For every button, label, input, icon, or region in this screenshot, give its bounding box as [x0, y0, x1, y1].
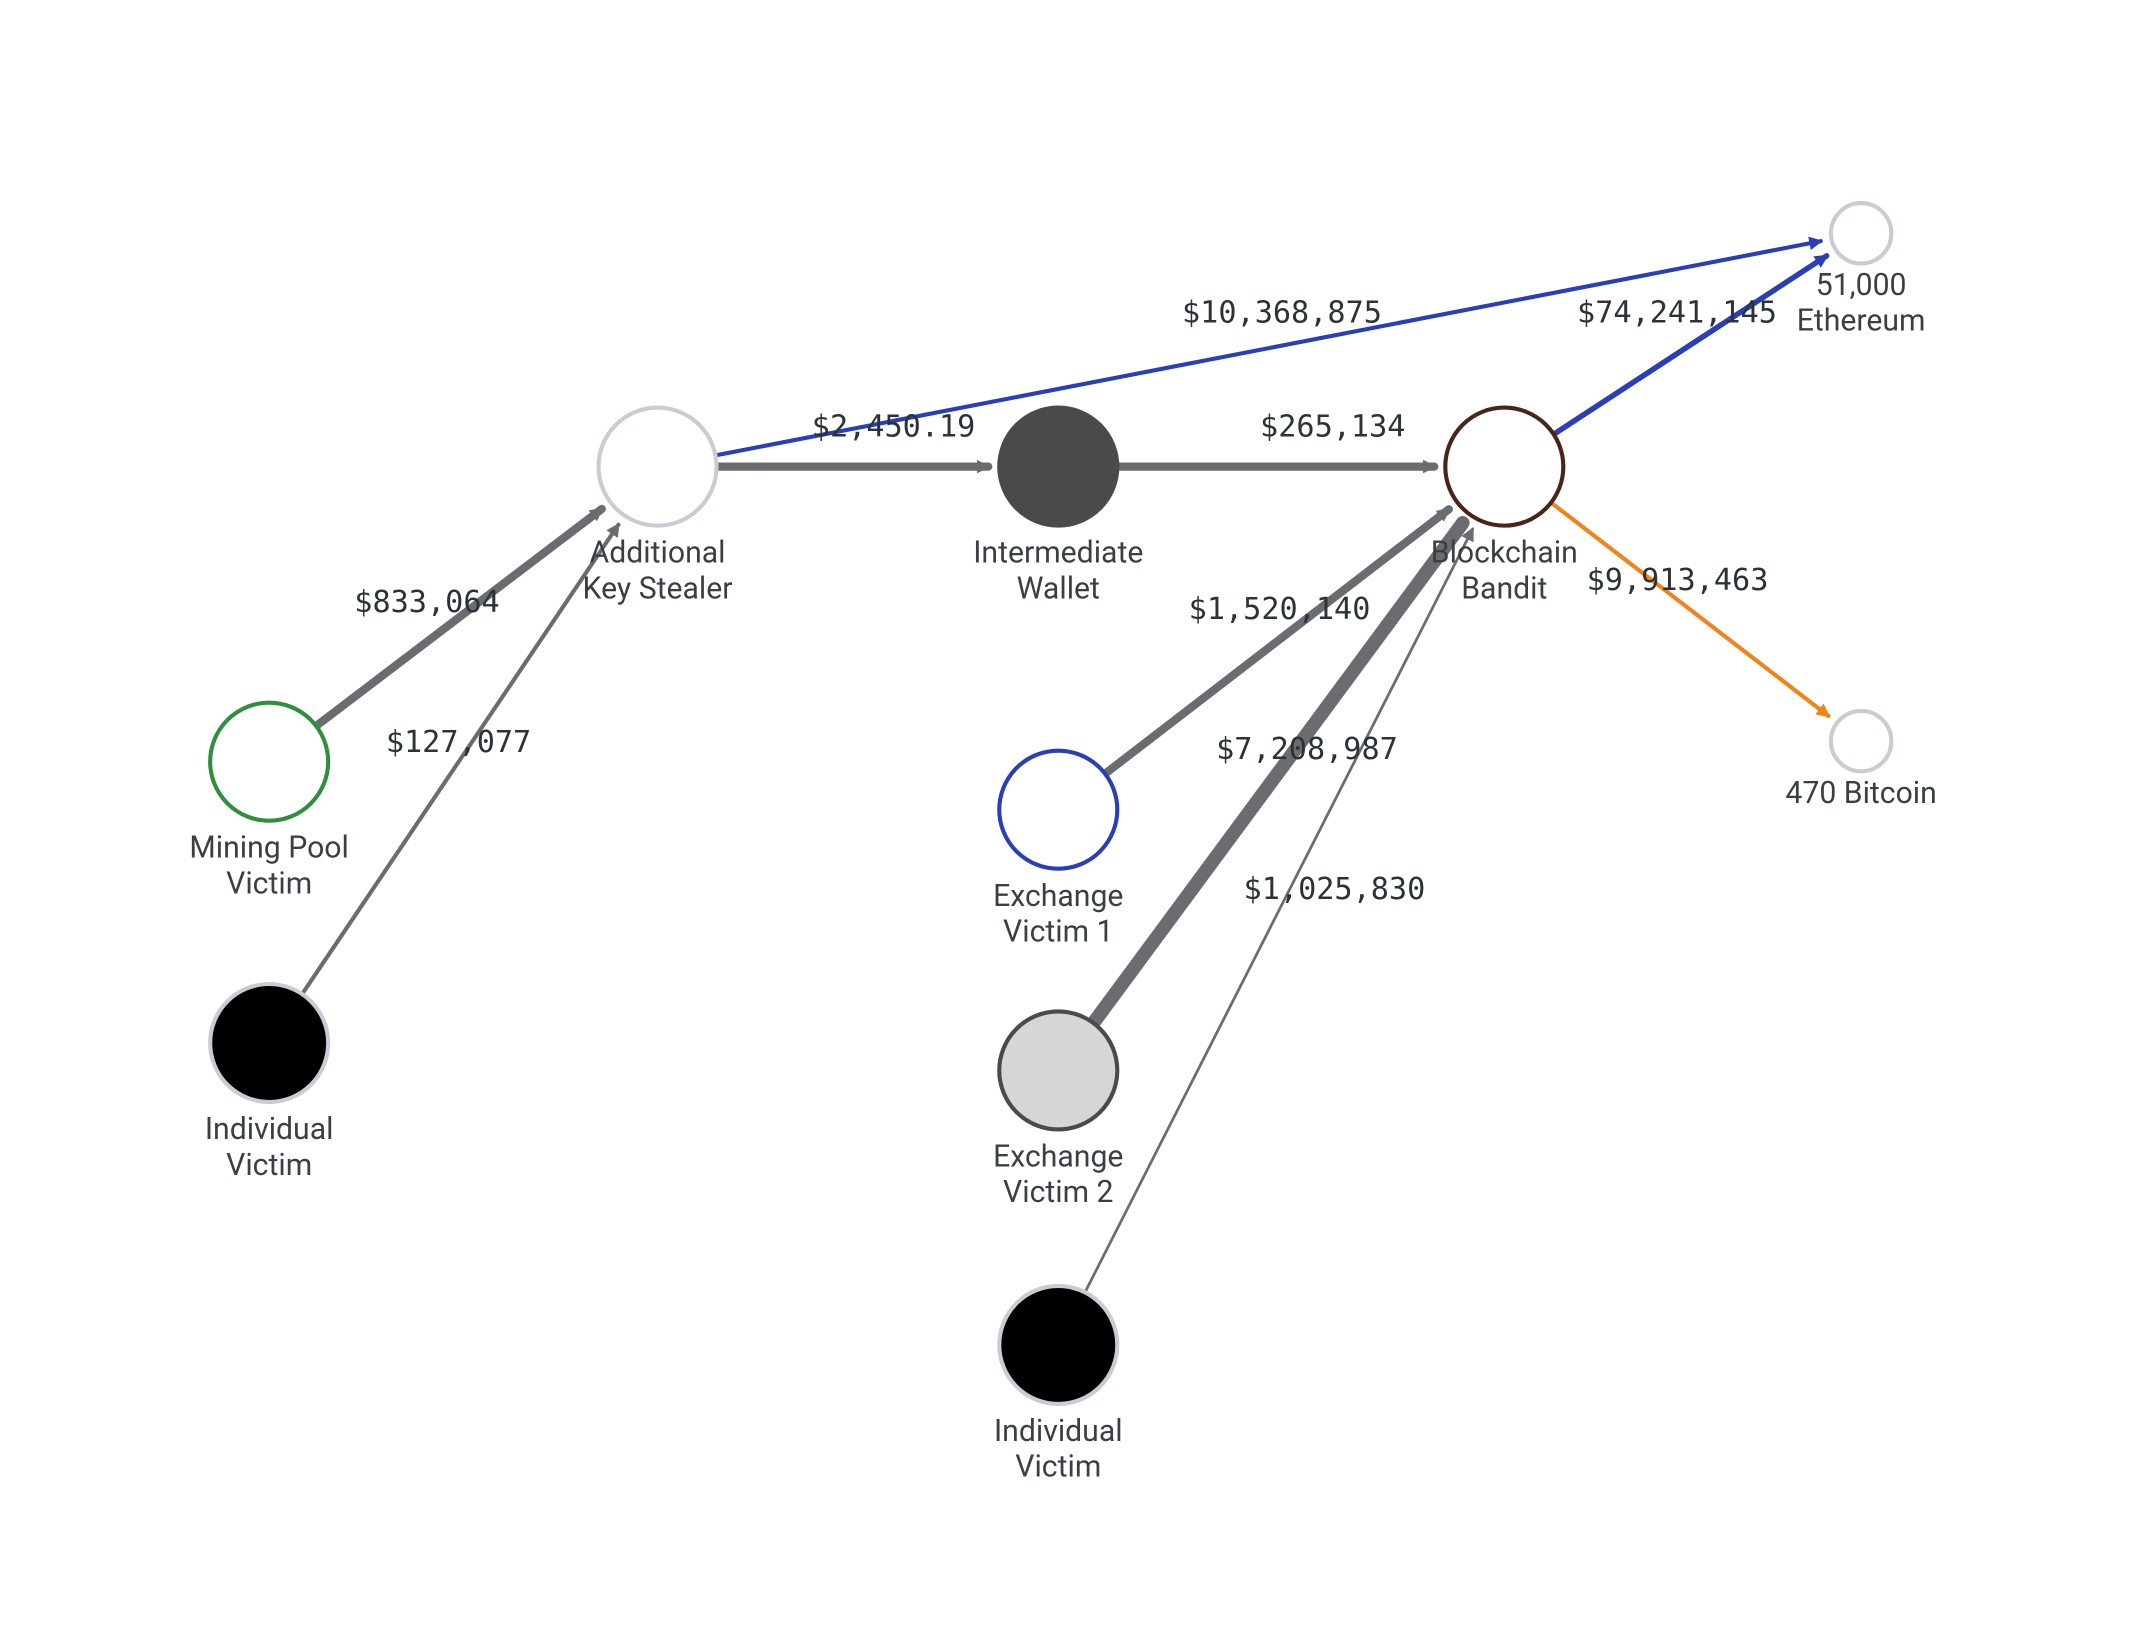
- node-mining_pool_victim: [210, 703, 328, 821]
- edge-label-e_ev1_to_bb: $1,520,140: [1189, 592, 1371, 627]
- node-label-bitcoin_470: 470 Bitcoin: [1785, 776, 1936, 811]
- edge-label-e_iw_to_bb: $265,134: [1260, 409, 1405, 444]
- node-label-intermediate_wallet: IntermediateWallet: [973, 536, 1143, 607]
- edge-label-e_bb_to_eth: $74,241,145: [1577, 296, 1777, 331]
- edge-label-e_mining_to_aks: $833,064: [354, 585, 499, 620]
- node-blockchain_bandit: [1445, 408, 1563, 526]
- flow-diagram: $833,064 $127,077 $2,450.19 $10,368,875 $265…: [0, 0, 2144, 1640]
- node-label-additional_key_stealer: AdditionalKey Stealer: [583, 536, 733, 607]
- edge-label-e_aks_to_eth: $10,368,875: [1182, 296, 1382, 331]
- node-exchange_victim_2: [999, 1011, 1117, 1129]
- node-intermediate_wallet: [999, 408, 1117, 526]
- node-additional_key_stealer: [599, 408, 717, 526]
- edge-label-e_ev2_to_bb: $7,208,987: [1216, 732, 1398, 767]
- node-bitcoin_470: [1831, 711, 1891, 771]
- node-label-ethereum_51000: 51,000Ethereum: [1797, 268, 1926, 339]
- node-label-blockchain_bandit: BlockchainBandit: [1431, 536, 1578, 607]
- node-label-individual_victim_2: IndividualVictim: [994, 1414, 1123, 1485]
- node-individual_victim_1: [210, 984, 328, 1102]
- node-label-exchange_victim_1: ExchangeVictim 1: [993, 879, 1123, 950]
- node-exchange_victim_1: [999, 751, 1117, 869]
- nodes: [210, 203, 1891, 1404]
- edge-e_bb_to_eth: [1554, 256, 1827, 434]
- edge-e_bb_to_btc: [1551, 503, 1828, 716]
- edge-label-e_indiv2_to_bb: $1,025,830: [1244, 872, 1426, 907]
- node-label-individual_victim_1: IndividualVictim: [205, 1112, 334, 1183]
- node-ethereum_51000: [1831, 203, 1891, 263]
- node-individual_victim_2: [999, 1286, 1117, 1404]
- node-label-exchange_victim_2: ExchangeVictim 2: [993, 1140, 1123, 1211]
- node-label-mining_pool_victim: Mining PoolVictim: [189, 831, 348, 902]
- edge-label-e_bb_to_btc: $9,913,463: [1587, 563, 1769, 598]
- edge-label-e_aks_to_iw: $2,450.19: [812, 409, 976, 444]
- edge-label-e_indiv1_to_aks: $127,077: [386, 725, 531, 760]
